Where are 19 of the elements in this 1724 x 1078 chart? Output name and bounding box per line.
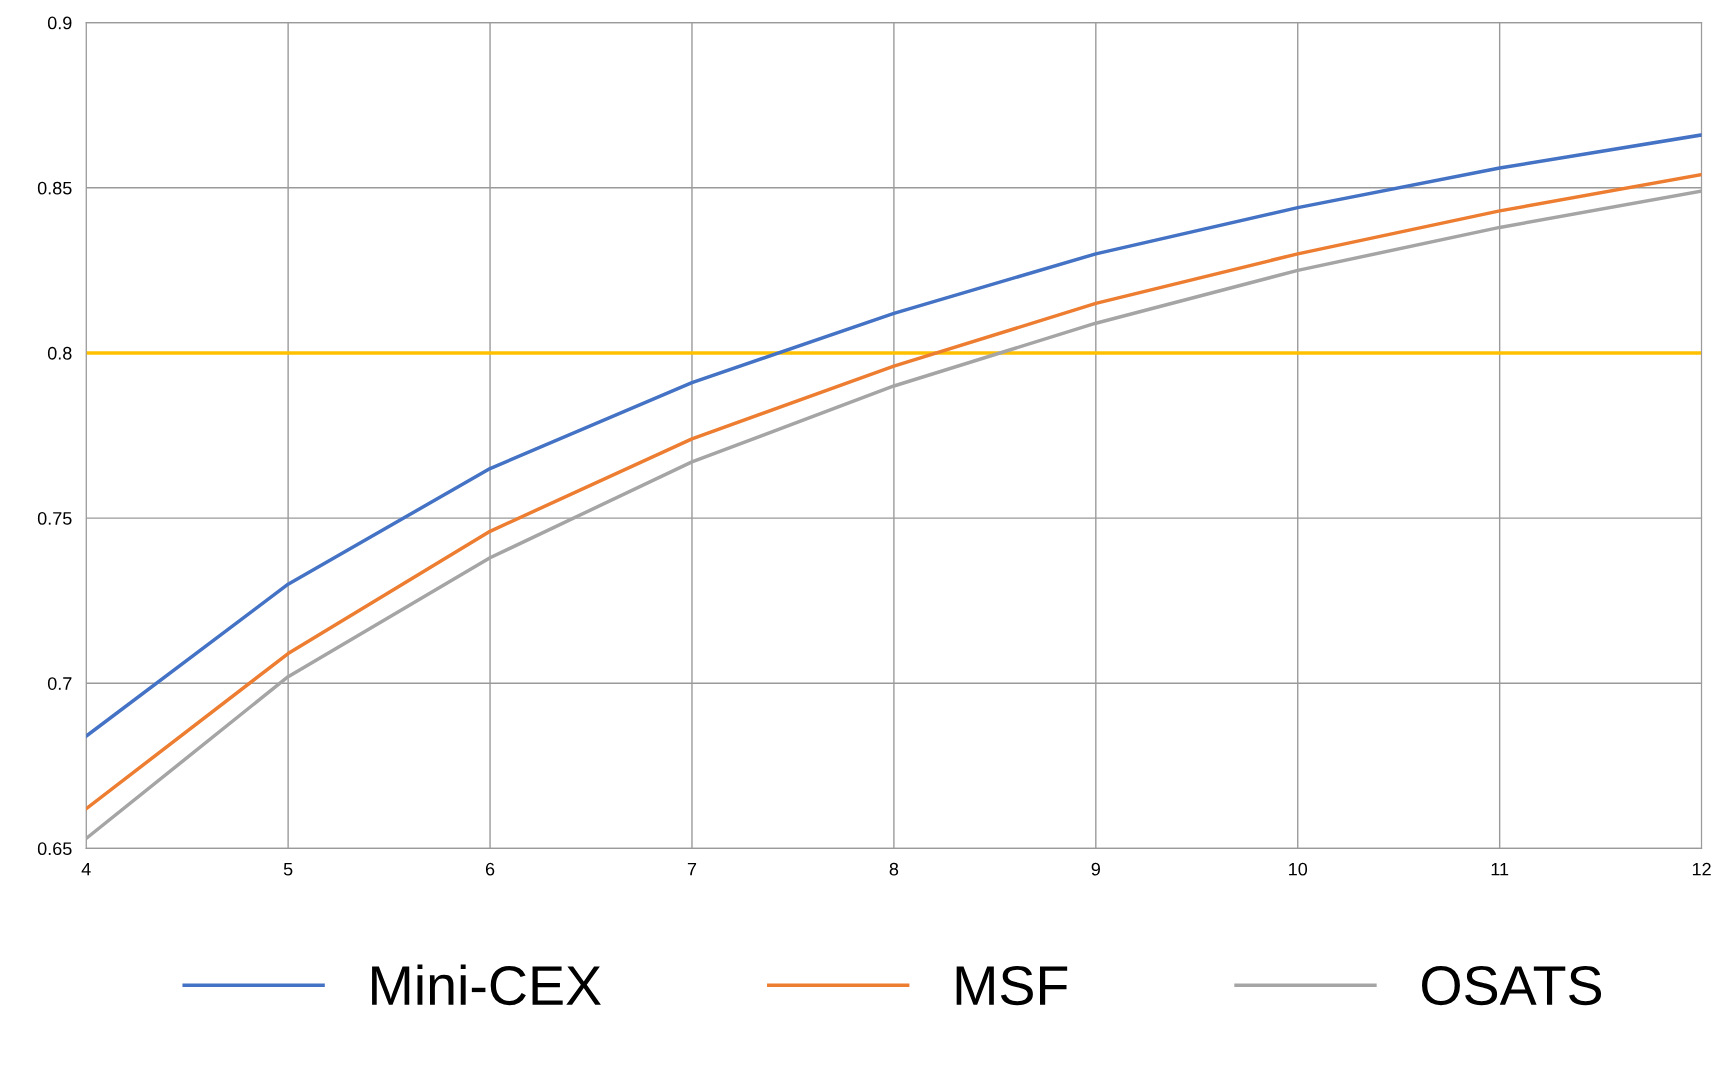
y-tick-label: 0.85	[37, 181, 72, 195]
x-tick-label: 12	[1692, 862, 1711, 876]
x-tick-label: 10	[1289, 862, 1308, 876]
y-tick-label: 0.9	[47, 16, 72, 30]
x-tick-label: 5	[283, 862, 293, 876]
x-tick-label: 9	[1091, 862, 1100, 876]
y-tick-label: 0.75	[37, 512, 72, 525]
y-tick-label: 0.7	[47, 677, 72, 690]
x-tick-label: 8	[889, 862, 899, 876]
line-series	[86, 133, 1702, 738]
x-tick-label: 4	[81, 862, 91, 876]
y-tick-label: 0.8	[47, 346, 72, 360]
y-tick-label: 0.65	[37, 842, 72, 856]
x-tick-label: 7	[687, 862, 697, 876]
x-tick-label: 11	[1491, 862, 1509, 876]
legend-label: Mini-CEX	[372, 964, 601, 1006]
legend-label: MSF	[956, 965, 1068, 1006]
x-tick-label: 6	[485, 862, 495, 876]
legend-label: OSATS	[1422, 965, 1602, 1006]
